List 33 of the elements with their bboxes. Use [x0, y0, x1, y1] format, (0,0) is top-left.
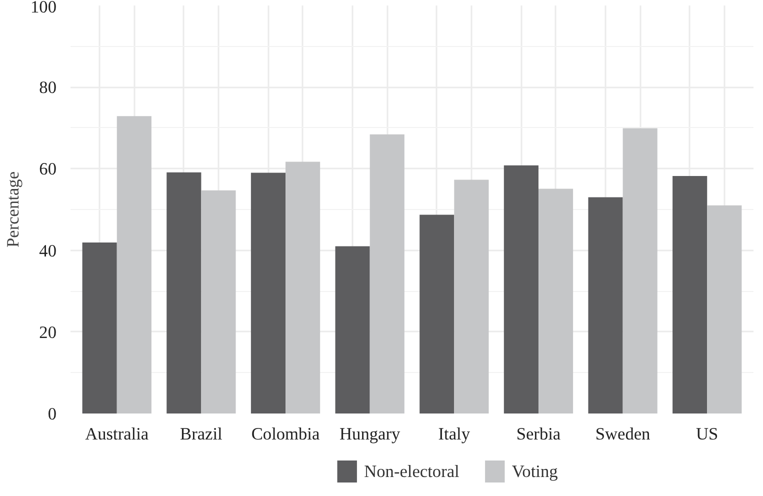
bar: [622, 128, 658, 414]
x-tick-label: Hungary: [340, 424, 400, 444]
bar: [201, 190, 236, 414]
bar: [672, 176, 708, 414]
bar: [286, 162, 320, 414]
x-tick-label: Australia: [85, 424, 149, 444]
y-axis-title: Percentage: [4, 171, 23, 248]
bar: [250, 172, 286, 414]
y-tick-label: 40: [39, 241, 56, 260]
bar: [420, 214, 454, 414]
x-tick-label: Sweden: [595, 424, 651, 444]
y-tick-label: 20: [39, 322, 56, 342]
bar: [335, 246, 370, 414]
legend-label: Non-electoral: [364, 462, 460, 481]
bar: [116, 116, 152, 414]
y-tick-label: 100: [30, 0, 57, 16]
bar: [454, 180, 489, 414]
bar: [166, 172, 202, 414]
bar: [588, 197, 623, 414]
y-tick-label: 80: [39, 78, 56, 98]
x-tick-label: Italy: [438, 424, 470, 444]
y-tick-label: 60: [39, 160, 56, 179]
legend-label: Voting: [512, 462, 558, 481]
y-tick-label: 0: [48, 404, 57, 424]
bar: [504, 165, 538, 414]
bar: [370, 134, 404, 414]
x-tick-label: Serbia: [516, 424, 561, 444]
x-tick-label: Brazil: [180, 424, 223, 444]
x-tick-label: US: [696, 424, 718, 444]
bar: [538, 188, 574, 414]
bar: [707, 205, 742, 414]
bar: [82, 242, 117, 414]
x-tick-label: Colombia: [251, 424, 320, 444]
